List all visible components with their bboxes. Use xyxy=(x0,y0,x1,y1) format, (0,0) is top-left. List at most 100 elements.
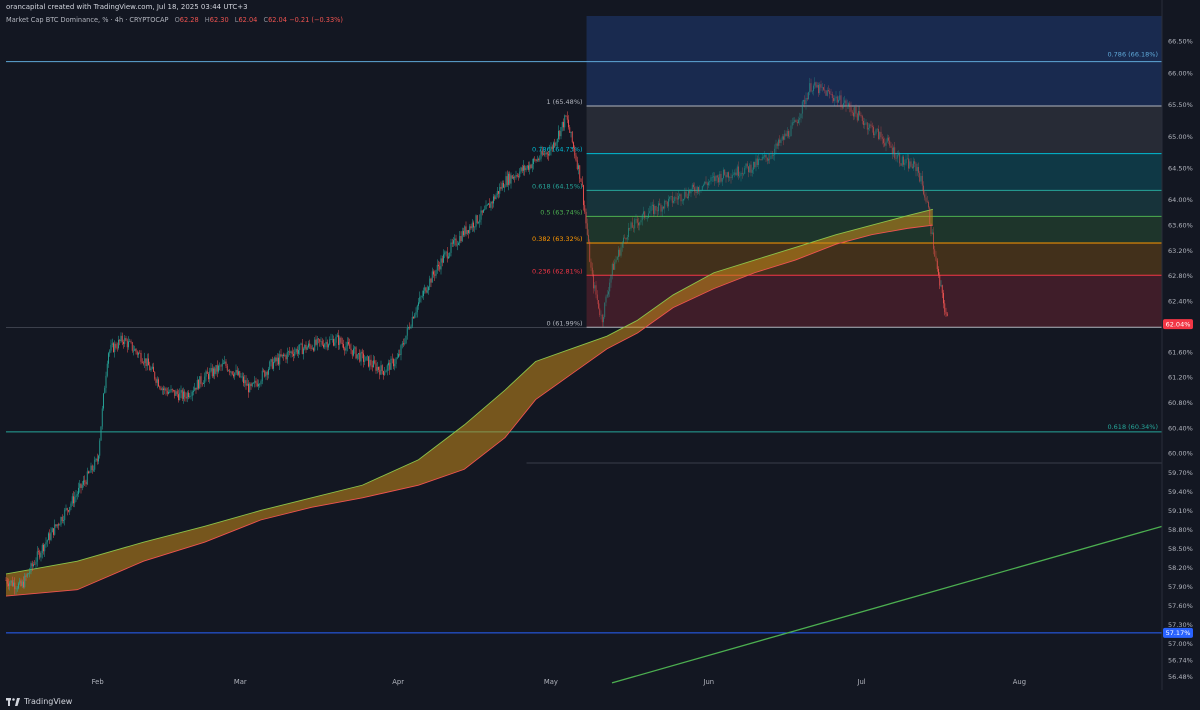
candle-body xyxy=(561,122,563,128)
fib-extension-label: 0.786 (66.18%) xyxy=(1107,51,1158,59)
candle-body xyxy=(733,174,734,176)
candle-body xyxy=(440,258,442,270)
candle-body xyxy=(673,200,674,203)
candle-body xyxy=(913,161,914,169)
fib-level-label: 0.5 (63.74%) xyxy=(540,208,582,216)
candle-body xyxy=(371,365,373,368)
trendline[interactable] xyxy=(611,525,1163,684)
candle-body xyxy=(850,107,852,112)
candle-body xyxy=(759,159,761,160)
candle-body xyxy=(584,205,586,212)
candle-body xyxy=(739,175,741,177)
candle-body xyxy=(310,345,312,349)
candle-body xyxy=(229,370,231,373)
candle-body xyxy=(340,337,342,343)
candle-body xyxy=(381,365,383,372)
candle-body xyxy=(459,235,461,244)
candle-body xyxy=(574,147,576,156)
candle-body xyxy=(284,355,286,356)
candle-body xyxy=(893,147,894,154)
candle-body xyxy=(623,237,624,244)
candle-body xyxy=(155,378,157,383)
candle-body xyxy=(291,351,293,355)
candle-body xyxy=(480,210,482,220)
candle-body xyxy=(161,388,163,390)
candle-body xyxy=(373,360,374,368)
y-tick-label: 63.60% xyxy=(1168,222,1193,230)
y-axis[interactable]: 66.50% 66.00% 65.50% 65.00% 64.50% 64.00% 63.6… xyxy=(1161,0,1200,710)
candle-body xyxy=(510,175,512,184)
candle-body xyxy=(931,232,933,234)
candle-body xyxy=(668,198,669,207)
candle-body xyxy=(736,166,738,176)
candle-body xyxy=(748,166,749,173)
candle-body xyxy=(569,127,571,133)
candle-body xyxy=(539,158,541,160)
candle-body xyxy=(826,90,828,96)
candle-body xyxy=(825,90,827,96)
rising-trendline xyxy=(611,525,1163,684)
ma-fast-line xyxy=(5,208,933,575)
candle-body xyxy=(208,373,209,380)
candle-body xyxy=(906,158,908,160)
candle-body xyxy=(54,524,56,535)
candle-body xyxy=(263,370,264,372)
candle-body xyxy=(218,365,219,372)
candle-body xyxy=(301,343,303,355)
candle-body xyxy=(143,362,144,364)
candle-body xyxy=(683,198,684,201)
candle-body xyxy=(659,203,661,206)
candle-body xyxy=(324,344,326,348)
candle-body xyxy=(223,363,224,365)
candle-body xyxy=(5,580,7,581)
candle-body xyxy=(743,173,744,175)
candle-body xyxy=(236,369,238,375)
candle-body xyxy=(170,389,172,392)
candle-body xyxy=(410,326,412,329)
candle-body xyxy=(261,370,263,382)
candle-body xyxy=(691,184,693,190)
candle-body xyxy=(716,175,718,178)
candle-body xyxy=(351,350,353,356)
y-tick-label: 63.20% xyxy=(1168,247,1193,255)
candle-body xyxy=(283,354,284,356)
candle-body xyxy=(185,396,187,399)
candle-body xyxy=(786,131,788,137)
candle-body xyxy=(698,187,699,192)
candle-body xyxy=(634,219,636,229)
candle-body xyxy=(335,336,337,343)
candle-body xyxy=(778,139,779,146)
candle-body xyxy=(24,575,26,588)
candle-body xyxy=(65,508,67,510)
candle-body xyxy=(134,348,136,351)
candle-body xyxy=(885,141,887,146)
candle-body xyxy=(221,363,223,367)
low-label: L xyxy=(234,16,239,24)
candle-body xyxy=(889,140,891,146)
x-axis[interactable]: Feb Mar Apr May Jun Jul Aug xyxy=(92,678,1026,686)
candle-body xyxy=(726,172,728,178)
candle-body xyxy=(121,335,123,342)
candle-body xyxy=(823,87,824,90)
candle-body xyxy=(74,497,76,504)
fib-zone xyxy=(586,242,1162,276)
candle-body xyxy=(239,371,241,378)
candle-body xyxy=(704,181,706,185)
candle-body xyxy=(78,487,79,495)
open-value: 62.28 xyxy=(179,16,199,24)
candle-body xyxy=(925,197,927,202)
candle-body xyxy=(493,196,494,204)
candle-body xyxy=(446,251,448,259)
candle-body xyxy=(363,353,364,362)
candle-body xyxy=(554,142,556,146)
fib-level-label: 0.236 (62.81%) xyxy=(532,267,583,275)
candle-body xyxy=(820,84,822,88)
candle-body xyxy=(604,302,606,318)
candle-body xyxy=(593,274,594,289)
candle-body xyxy=(865,122,867,124)
candle-body xyxy=(799,118,801,120)
candle-body xyxy=(341,342,343,345)
candle-body xyxy=(289,351,291,353)
candle-body xyxy=(183,391,184,399)
